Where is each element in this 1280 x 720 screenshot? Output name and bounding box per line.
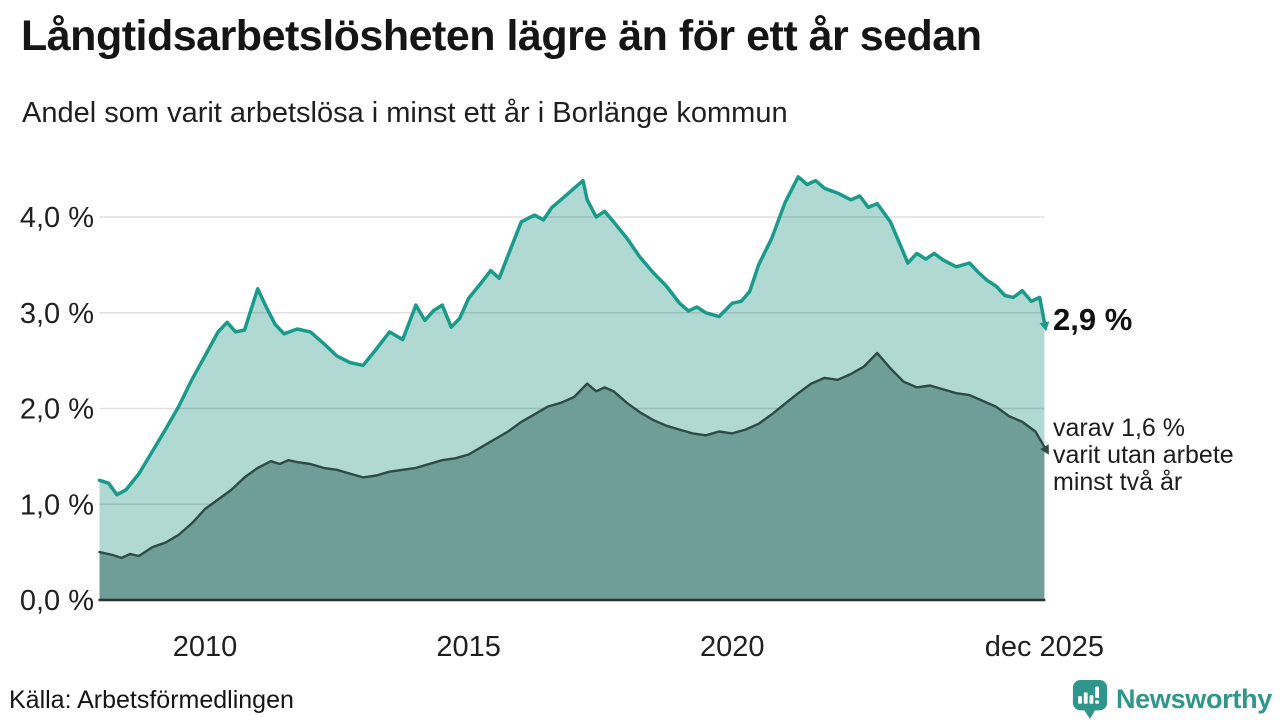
series-end-label-total: 2,9 % — [1053, 302, 1133, 337]
series-area-two-year — [98, 351, 1046, 600]
brand-name: Newsworthy — [1115, 683, 1272, 714]
newsworthy-brand: Newsworthy — [1071, 678, 1272, 720]
svg-text:3,0 %: 3,0 % — [20, 298, 94, 330]
series-line-total — [97, 175, 1047, 497]
svg-text:4,0 %: 4,0 % — [20, 202, 94, 234]
svg-text:dec 2025: dec 2025 — [985, 631, 1104, 663]
svg-text:2020: 2020 — [700, 631, 765, 663]
annotation-line-2: varit utan arbete — [1053, 441, 1234, 469]
svg-text:2010: 2010 — [173, 631, 238, 663]
svg-text:0,0 %: 0,0 % — [20, 585, 94, 617]
line-end-arrows — [1039, 321, 1050, 455]
source-attribution: Källa: Arbetsförmedlingen — [9, 686, 294, 714]
svg-text:2015: 2015 — [436, 631, 501, 663]
series-end-label-two-year: varav 1,6 % varit utan arbete minst två … — [1053, 415, 1234, 496]
annotation-line-3: minst två år — [1053, 468, 1183, 496]
svg-text:1,0 %: 1,0 % — [20, 489, 94, 521]
page-title: Långtidsarbetslösheten lägre än för ett … — [21, 12, 982, 60]
bar-chart-bubble-icon — [1072, 680, 1108, 719]
annotation-line-1: varav 1,6 % — [1053, 414, 1186, 442]
x-axis-labels: 2010 2015 2020 dec 2025 — [173, 631, 1104, 663]
svg-text:2,0 %: 2,0 % — [20, 394, 94, 426]
y-axis-labels: 0,0 % 1,0 % 2,0 % 3,0 % 4,0 % — [20, 202, 94, 617]
chart-subtitle: Andel som varit arbetslösa i minst ett å… — [22, 97, 788, 129]
